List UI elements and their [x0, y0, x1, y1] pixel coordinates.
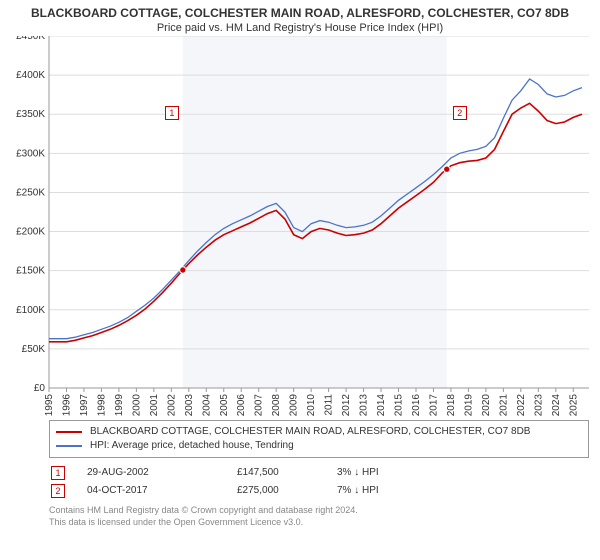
svg-text:2021: 2021: [498, 394, 509, 416]
svg-text:£100K: £100K: [16, 305, 45, 316]
svg-text:£250K: £250K: [16, 187, 45, 198]
legend-item: HPI: Average price, detached house, Tend…: [56, 439, 582, 453]
svg-text:2011: 2011: [324, 394, 335, 416]
svg-text:£450K: £450K: [16, 36, 45, 42]
svg-text:2017: 2017: [428, 394, 439, 416]
svg-text:£400K: £400K: [16, 70, 45, 81]
svg-text:1999: 1999: [114, 394, 125, 416]
svg-text:1998: 1998: [96, 394, 107, 416]
svg-text:2000: 2000: [131, 394, 142, 416]
price-point-marker: 1: [51, 466, 65, 480]
chart-subtitle: Price paid vs. HM Land Registry's House …: [0, 20, 600, 36]
svg-text:2013: 2013: [359, 394, 370, 416]
footer-line: This data is licensed under the Open Gov…: [49, 516, 589, 528]
legend: BLACKBOARD COTTAGE, COLCHESTER MAIN ROAD…: [49, 420, 589, 458]
line-chart-svg: £0 £50K £100K £150K £200K £250K £300K £350K £400…: [0, 36, 600, 416]
legend-label: HPI: Average price, detached house, Tend…: [90, 439, 294, 453]
svg-text:2003: 2003: [184, 394, 195, 416]
svg-text:2006: 2006: [236, 394, 247, 416]
svg-text:2009: 2009: [289, 394, 300, 416]
svg-text:2016: 2016: [411, 394, 422, 416]
svg-text:1997: 1997: [79, 394, 90, 416]
price-point-date: 29-AUG-2002: [87, 464, 237, 482]
price-point-delta: 7% ↓ HPI: [337, 482, 437, 500]
svg-text:2015: 2015: [394, 394, 405, 416]
svg-text:1995: 1995: [44, 394, 55, 416]
svg-text:2002: 2002: [166, 394, 177, 416]
svg-text:2014: 2014: [376, 394, 387, 416]
price-point-marker: 2: [51, 484, 65, 498]
svg-text:2020: 2020: [481, 394, 492, 416]
price-point-price: £147,500: [237, 464, 337, 482]
svg-text:£350K: £350K: [16, 109, 45, 120]
sale-point-dot: [444, 166, 450, 172]
svg-text:2024: 2024: [551, 394, 562, 416]
chart-area: £0 £50K £100K £150K £200K £250K £300K £350K £400…: [0, 36, 600, 416]
svg-text:2019: 2019: [463, 394, 474, 416]
svg-text:£150K: £150K: [16, 266, 45, 277]
svg-text:2022: 2022: [516, 394, 527, 416]
svg-text:2012: 2012: [341, 394, 352, 416]
svg-text:2008: 2008: [271, 394, 282, 416]
svg-text:2005: 2005: [219, 394, 230, 416]
sale-marker: 2: [453, 106, 467, 120]
svg-text:2023: 2023: [533, 394, 544, 416]
svg-text:2007: 2007: [254, 394, 265, 416]
price-point-delta: 3% ↓ HPI: [337, 464, 437, 482]
price-point-row: 1 29-AUG-2002£147,5003% ↓ HPI: [49, 464, 589, 482]
svg-text:2025: 2025: [568, 394, 579, 416]
svg-text:1996: 1996: [61, 394, 72, 416]
legend-item: BLACKBOARD COTTAGE, COLCHESTER MAIN ROAD…: [56, 425, 582, 439]
price-point-date: 04-OCT-2017: [87, 482, 237, 500]
svg-text:2001: 2001: [149, 394, 160, 416]
sale-point-dot: [180, 267, 186, 273]
legend-swatch: [56, 431, 82, 433]
legend-swatch: [56, 445, 82, 447]
chart-title: BLACKBOARD COTTAGE, COLCHESTER MAIN ROAD…: [0, 0, 600, 20]
legend-label: BLACKBOARD COTTAGE, COLCHESTER MAIN ROAD…: [90, 425, 530, 439]
price-points-table: 1 29-AUG-2002£147,5003% ↓ HPI 2 04-OCT-2017…: [49, 460, 589, 500]
attribution-footer: Contains HM Land Registry data © Crown c…: [49, 504, 589, 528]
svg-text:£300K: £300K: [16, 148, 45, 159]
svg-text:£200K: £200K: [16, 227, 45, 238]
svg-text:2010: 2010: [306, 394, 317, 416]
svg-text:2004: 2004: [201, 394, 212, 416]
price-point-price: £275,000: [237, 482, 337, 500]
sale-marker: 1: [165, 106, 179, 120]
svg-text:£0: £0: [34, 383, 46, 394]
svg-text:2018: 2018: [446, 394, 457, 416]
svg-text:£50K: £50K: [22, 344, 46, 355]
price-point-row: 2 04-OCT-2017£275,0007% ↓ HPI: [49, 482, 589, 500]
footer-line: Contains HM Land Registry data © Crown c…: [49, 504, 589, 516]
